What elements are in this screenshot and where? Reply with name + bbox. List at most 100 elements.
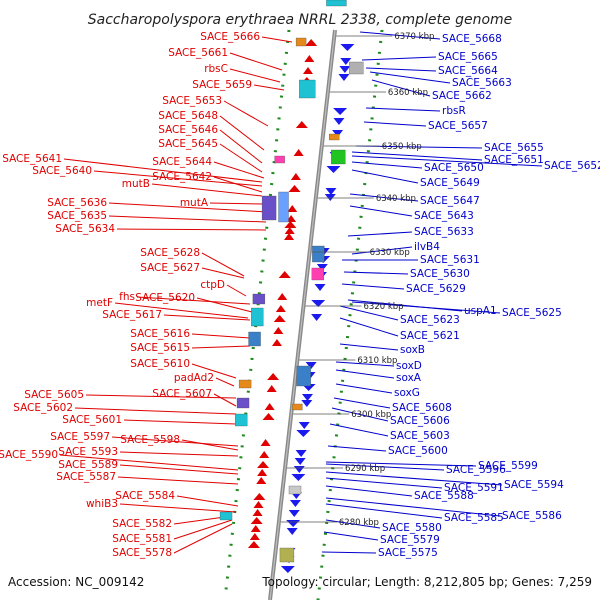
- leader-line-left: [201, 267, 245, 279]
- gene-label-left: mutA: [180, 197, 209, 209]
- leader-line-right: [325, 477, 443, 489]
- gene-label-left: SACE_5602: [13, 402, 73, 414]
- gene-label-right: SACE_5623: [400, 314, 460, 326]
- leader-line-right: [351, 246, 413, 255]
- gene-block: [292, 403, 303, 411]
- leader-line-right: [327, 445, 387, 452]
- forward-gene-arrow: [253, 501, 264, 508]
- forward-gene-arrow: [260, 439, 271, 446]
- gene-label-right: SACE_5650: [424, 162, 484, 174]
- gene-label-right: SACE_5643: [414, 210, 474, 222]
- gene-label-left: SACE_5582: [112, 518, 172, 530]
- gene-block: [219, 511, 233, 521]
- leader-line-right: [365, 107, 441, 112]
- gene-label-right: SACE_5663: [452, 77, 512, 89]
- kbp-label: 6320 kbp: [364, 302, 404, 312]
- forward-gene-arrow: [253, 493, 266, 500]
- reverse-gene-arrow: [293, 466, 305, 473]
- gene-label-right: SACE_5649: [420, 177, 480, 189]
- leader-line-left: [223, 100, 269, 127]
- gene-block: [252, 293, 266, 305]
- gene-label-right: SACE_5629: [406, 283, 466, 295]
- gene-label-left: SACE_5615: [130, 342, 190, 354]
- accession-text: Accession: NC_009142: [8, 575, 144, 589]
- kbp-label: 6350 kbp: [382, 142, 422, 152]
- leader-line-left: [63, 158, 263, 183]
- leader-line-left: [219, 143, 263, 173]
- reverse-gene-arrow: [325, 188, 337, 195]
- gene-label-left: SACE_5642: [152, 171, 212, 183]
- leader-line-left: [201, 252, 245, 277]
- reverse-gene-arrow: [333, 108, 348, 115]
- gene-block: [299, 79, 316, 99]
- gene-label-right: soxG: [394, 387, 420, 399]
- reverse-gene-arrow: [340, 44, 355, 51]
- gene-label-left: ctpD: [200, 279, 225, 291]
- forward-gene-arrow: [247, 541, 260, 548]
- gene-label-right: uspA1: [464, 305, 497, 317]
- leader-line-left: [191, 363, 237, 379]
- reverse-gene-arrow: [291, 474, 306, 481]
- leader-line-left: [85, 394, 237, 399]
- gene-label-left: SACE_5610: [130, 358, 190, 370]
- gene-label-right: SACE_5594: [504, 479, 564, 491]
- forward-gene-arrow: [287, 205, 298, 212]
- gene-label-left: SACE_5593: [58, 446, 118, 458]
- leader-line-right: [343, 271, 409, 275]
- gene-label-left: SACE_5653: [162, 95, 222, 107]
- gene-label-right: SACE_5586: [502, 510, 562, 522]
- leader-line-left: [191, 333, 251, 339]
- gene-label-left: SACE_5634: [55, 223, 115, 235]
- gene-block: [236, 397, 250, 409]
- leader-line-left: [181, 439, 239, 451]
- reverse-gene-arrow: [301, 400, 313, 407]
- gene-label-right: SACE_5647: [420, 195, 480, 207]
- forward-gene-arrow: [273, 315, 286, 322]
- reverse-gene-arrow: [316, 264, 328, 271]
- gene-label-left: SACE_5666: [200, 31, 260, 43]
- kbp-scale: 6370 kbp 6360 kbp 6350 kbp 6340 kbp 6330 kbp…: [280, 32, 434, 528]
- gene-block: [296, 365, 311, 387]
- leader-line-left: [123, 419, 237, 425]
- forward-gene-arrow: [250, 517, 263, 524]
- gene-label-right: SACE_5599: [478, 460, 538, 472]
- gene-label-left: fhs: [119, 291, 135, 303]
- gene-label-right: SACE_5585: [444, 512, 504, 524]
- leader-line-right: [371, 79, 431, 97]
- leader-line-left: [108, 202, 269, 213]
- gene-label-left: SACE_5578: [112, 547, 172, 559]
- gene-label-left: SACE_5645: [158, 138, 218, 150]
- gene-label-left: SACE_5644: [152, 156, 212, 168]
- leader-line-right: [325, 519, 381, 529]
- gene-label-right: SACE_5657: [428, 120, 488, 132]
- gene-label-left: SACE_5584: [115, 490, 175, 502]
- reverse-gene-arrow: [339, 66, 351, 73]
- gene-label-left: SACE_5607: [152, 388, 212, 400]
- gene-label-left: SACE_5605: [24, 389, 84, 401]
- forward-gene-arrow: [250, 525, 261, 532]
- gene-label-left: SACE_5601: [62, 414, 122, 426]
- gene-label-left: SACE_5597: [50, 431, 110, 443]
- gene-block: [331, 149, 346, 165]
- leader-line-left: [253, 84, 285, 91]
- reverse-gene-arrow: [338, 74, 350, 81]
- kbp-label: 6340 kbp: [376, 194, 416, 204]
- gene-block: [235, 413, 248, 427]
- leader-line-right: [351, 161, 423, 169]
- gene-block-glyphs: [219, 0, 364, 563]
- right-gene-labels: SACE_5668SACE_5665SACE_5664SACE_5663SACE…: [378, 33, 600, 559]
- forward-gene-arrow: [275, 305, 286, 312]
- forward-gene-arrow: [278, 271, 291, 278]
- leader-line-left: [191, 345, 251, 349]
- forward-gene-arrow: [262, 413, 275, 420]
- gene-block: [311, 267, 325, 281]
- leader-line-left: [229, 68, 281, 83]
- reverse-gene-arrow: [311, 300, 326, 307]
- leader-line-left: [163, 314, 251, 321]
- forward-gene-arrow: [288, 185, 301, 192]
- forward-gene-arrow: [293, 149, 304, 156]
- strand-guides: [224, 29, 384, 600]
- leader-line-left: [108, 215, 267, 223]
- gene-label-right: SACE_5588: [414, 490, 474, 502]
